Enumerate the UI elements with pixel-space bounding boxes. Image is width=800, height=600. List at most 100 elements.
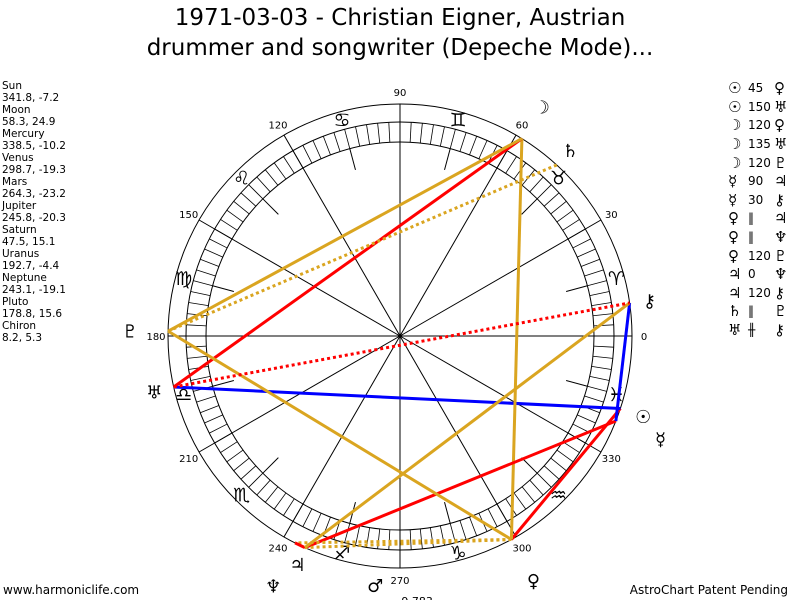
ring-tick [193, 280, 213, 287]
ring-tick [543, 192, 560, 207]
aspect-line [173, 385, 621, 410]
planet-glyph-icon: ☽ [728, 135, 742, 154]
aspect-label: 0 [748, 267, 756, 282]
planet-glyph-icon: ☿ [728, 190, 738, 209]
planet-coords: 298.7, -19.3 [2, 164, 66, 176]
aspect-label: 120 [748, 248, 771, 263]
mid-tick [444, 502, 451, 524]
ring-tick [562, 219, 580, 231]
planet-coords: 341.8, -7.2 [2, 92, 60, 104]
mid-tick [444, 148, 451, 170]
ring-tick [196, 269, 216, 277]
ring-tick [204, 414, 223, 424]
ring-tick [273, 162, 287, 180]
planet-glyph-icon: ♃ [728, 265, 742, 284]
spoke-line [399, 134, 517, 337]
spoke-line [399, 219, 602, 337]
aspect-row: ♃ 0 ♆ [728, 265, 787, 284]
ring-tick [429, 527, 434, 548]
ring-tick [265, 169, 279, 186]
ring-tick [449, 129, 456, 149]
ring-tick [469, 136, 478, 156]
ring-tick [248, 184, 264, 200]
planet-name: Jupiter [2, 200, 37, 212]
aspect-row: ♃ 120 ⚷ [728, 284, 787, 303]
zodiac-sign-icon: ♌ [233, 168, 250, 190]
spoke-line [399, 335, 517, 538]
ring-tick [584, 269, 604, 277]
planet-positions-list: Sun 341.8, -7.2 Moon 58.3, 24.9 Mercury 338.5… [2, 80, 66, 344]
planet-glyph-icon: ♅ [774, 135, 788, 154]
ring-tick [302, 508, 313, 527]
planet-glyph-icon: ♇ [122, 321, 138, 342]
ring-tick [283, 156, 295, 174]
ring-tick [322, 136, 331, 156]
planet-glyph-icon: ⚷ [774, 321, 785, 340]
degree-label: 90 [394, 88, 407, 99]
ring-tick [592, 313, 613, 317]
mid-tick [212, 285, 234, 292]
patent-note: AstroChart Patent Pending [629, 583, 788, 597]
ring-tick [409, 122, 412, 143]
mid-tick [262, 457, 279, 474]
planet-glyph-icon: ♀ [774, 116, 785, 135]
planet-glyph-icon: ♀ [728, 209, 739, 228]
mars-note: -9,783 [397, 595, 432, 600]
ring-tick [584, 395, 604, 403]
ring-tick [187, 355, 208, 359]
aspect-row: ♀ ‖ ♃ [728, 209, 787, 228]
aspect-row: ♅ ╫ ⚷ [728, 321, 787, 340]
planet-glyph-icon: ☉ [728, 79, 742, 98]
ring-tick [312, 513, 322, 532]
degree-label: 30 [605, 210, 618, 221]
ring-tick [248, 472, 264, 488]
ring-tick [366, 124, 371, 145]
aspect-line [173, 301, 630, 389]
ring-tick [240, 192, 257, 207]
aspect-line [614, 302, 632, 422]
planet-glyph-icon: ♀ [728, 246, 739, 265]
planet-glyph-icon: ♃ [289, 555, 305, 576]
aspect-label: 45 [748, 81, 764, 96]
degree-label: 270 [390, 576, 409, 587]
planet-coords: 47.5, 15.1 [2, 236, 56, 248]
ring-tick [459, 132, 467, 152]
aspect-label: 120 [748, 118, 771, 133]
planet-name: Mars [2, 176, 28, 188]
ring-tick [333, 132, 341, 152]
planet-name: Mercury [2, 128, 45, 140]
zodiac-sign-icon: ♑ [449, 542, 466, 564]
aspect-row: ☽ 135 ♅ [728, 135, 787, 154]
aspect-line [509, 138, 524, 540]
planet-glyph-icon: ☽ [728, 153, 742, 172]
mid-tick [566, 380, 588, 387]
planet-glyph-icon: ☉ [728, 97, 742, 116]
ring-tick [226, 209, 244, 223]
ring-tick [589, 375, 610, 381]
planet-name: Chiron [2, 320, 37, 332]
planet-glyph-icon: ♃ [774, 172, 788, 191]
ring-tick [587, 385, 607, 392]
aspect-row: ☿ 90 ♃ [728, 172, 787, 191]
ring-tick [577, 414, 596, 424]
mid-tick [349, 148, 356, 170]
website-link[interactable]: www.harmoniclife.com [3, 583, 140, 597]
ring-tick [593, 324, 614, 327]
degree-label: 60 [516, 121, 529, 132]
ring-tick [209, 238, 228, 249]
ring-tick [591, 365, 612, 370]
ring-tick [240, 465, 257, 480]
planet-glyph-icon: ♆ [774, 265, 788, 284]
ring-tick [256, 479, 271, 496]
planet-glyph-icon: ♅ [774, 97, 788, 116]
ring-tick [256, 176, 271, 193]
ring-tick [344, 523, 351, 543]
aspect-row: ☽ 120 ♇ [728, 153, 787, 172]
planet-glyph-icon: ♇ [774, 153, 788, 172]
ring-tick [388, 122, 391, 143]
ring-tick [556, 449, 574, 463]
zodiac-sign-icon: ♉ [550, 168, 567, 190]
planet-coords: 338.5, -10.2 [2, 140, 66, 152]
planet-coords: 192.7, -4.4 [2, 260, 60, 272]
